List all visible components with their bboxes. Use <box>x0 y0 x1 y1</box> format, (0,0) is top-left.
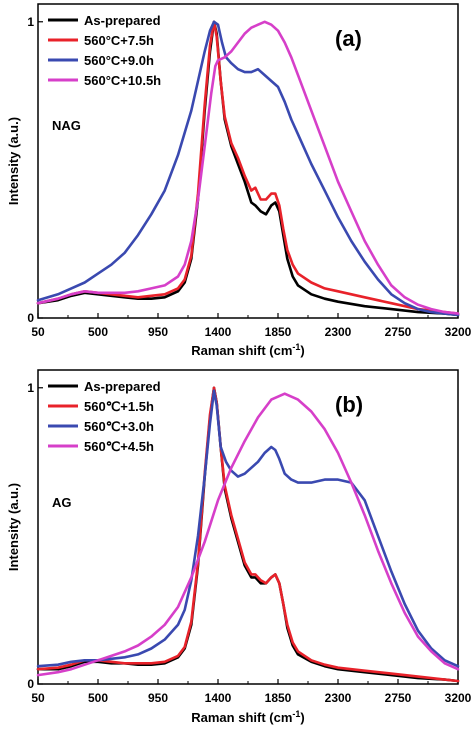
x-axis-label-text: Raman shift (cm <box>191 343 292 358</box>
x-tick-label: 50 <box>31 691 45 705</box>
panel-label: (b) <box>335 392 363 417</box>
sample-label: NAG <box>52 118 81 133</box>
chart-panel-a: 50 500 950 1400 1850 2300 2750 3200 0 1 As-prepar… <box>6 3 472 358</box>
axis-ticks: 50 500 950 1400 1850 2300 2750 3200 0 1 <box>27 15 471 339</box>
legend: As-prepared 560°C+7.5h 560°C+9.0h 560°C+10.… <box>48 13 161 88</box>
x-tick-label: 3200 <box>445 691 472 705</box>
x-axis-label: Raman shift (cm-1) <box>191 709 305 725</box>
x-tick-label: 1850 <box>265 691 292 705</box>
x-tick-label: 2300 <box>325 325 352 339</box>
x-axis-label-sup: -1 <box>292 342 300 352</box>
chart-panel-b: 50 500 950 1400 1850 2300 2750 3200 0 1 As-prepar… <box>6 369 472 725</box>
y-tick-label: 0 <box>27 311 34 325</box>
x-tick-label: 500 <box>88 325 108 339</box>
x-tick-label: 3200 <box>445 325 472 339</box>
series-line <box>36 20 460 317</box>
legend-label: As-prepared <box>84 379 161 394</box>
x-tick-label: 2750 <box>385 691 412 705</box>
x-tick-label: 950 <box>148 325 168 339</box>
y-axis-label: Intensity (a.u.) <box>6 117 21 205</box>
series-layer <box>36 20 460 317</box>
y-tick-label: 1 <box>27 381 34 395</box>
series-layer <box>36 386 460 683</box>
x-tick-label: 1400 <box>205 691 232 705</box>
series-line <box>36 386 460 683</box>
legend-label: As-prepared <box>84 13 161 28</box>
legend: As-prepared 560℃+1.5h 560℃+3.0h 560℃+4.5h <box>48 379 161 454</box>
y-tick-label: 1 <box>27 15 34 29</box>
x-tick-label: 1850 <box>265 325 292 339</box>
x-tick-label: 50 <box>31 325 45 339</box>
sample-label: AG <box>52 495 72 510</box>
legend-label: 560°C+9.0h <box>84 53 154 68</box>
panel-label: (a) <box>335 26 362 51</box>
legend-label: 560℃+3.0h <box>84 419 154 434</box>
x-axis-label-text: Raman shift (cm <box>191 710 292 725</box>
series-line <box>36 20 460 315</box>
legend-label: 560°C+10.5h <box>84 73 161 88</box>
series-line <box>36 389 460 668</box>
x-tick-label: 500 <box>88 691 108 705</box>
x-tick-label: 1400 <box>205 325 232 339</box>
series-line <box>36 20 460 315</box>
y-axis-label: Intensity (a.u.) <box>6 483 21 571</box>
plot-frame <box>37 369 459 685</box>
x-tick-label: 2750 <box>385 325 412 339</box>
x-axis-label-close: ) <box>300 343 304 358</box>
y-tick-label: 0 <box>27 677 34 691</box>
x-axis-label-close: ) <box>300 710 304 725</box>
legend-label: 560°C+7.5h <box>84 33 154 48</box>
x-tick-label: 2300 <box>325 691 352 705</box>
series-line <box>36 392 460 677</box>
series-line <box>36 20 460 317</box>
x-tick-label: 950 <box>148 691 168 705</box>
legend-label: 560℃+1.5h <box>84 399 154 414</box>
legend-label: 560℃+4.5h <box>84 439 154 454</box>
x-axis-label-sup: -1 <box>292 709 300 719</box>
axis-ticks: 50 500 950 1400 1850 2300 2750 3200 0 1 <box>27 381 471 705</box>
x-axis-label: Raman shift (cm-1) <box>191 342 305 358</box>
